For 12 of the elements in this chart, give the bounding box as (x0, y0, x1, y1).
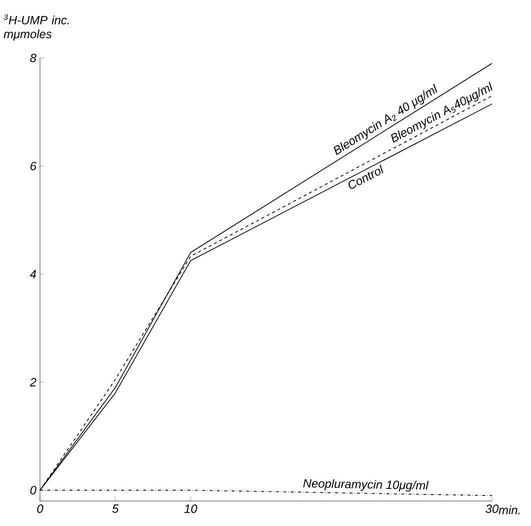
x-tick-label: 30 (486, 504, 499, 513)
y-tick-label: 4 (30, 270, 36, 278)
x-axis-title: min. (498, 506, 520, 514)
y-tick-label: 2 (30, 378, 36, 386)
y-tick-label: 8 (30, 54, 36, 62)
y-tick-label: 6 (30, 162, 36, 170)
x-tick-label: 10 (184, 504, 198, 513)
y-tick-label: 0 (30, 486, 36, 494)
series-label: Neopluramycin 10μg/ml (303, 479, 429, 492)
x-tick-label: 5 (112, 504, 119, 513)
x-tick-label: 0 (37, 504, 44, 513)
y-axis-title: $^{3}$H-UMP inc. mμmoles (4, 14, 69, 40)
